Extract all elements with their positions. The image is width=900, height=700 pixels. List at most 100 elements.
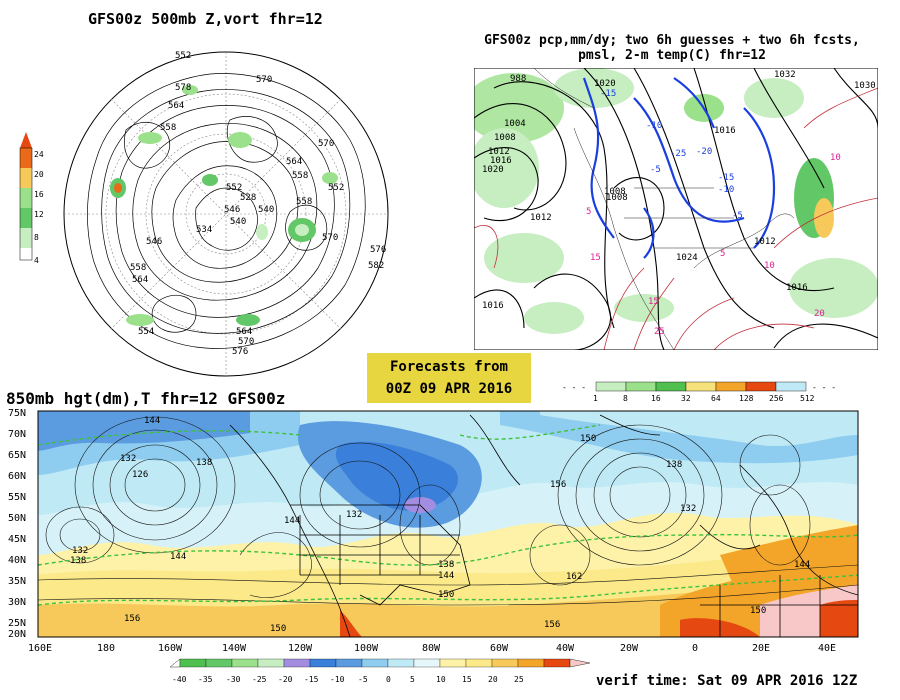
850mb-temp-colorbar xyxy=(169,658,591,668)
nh-height-contours xyxy=(87,73,366,349)
lat-label: 30N xyxy=(8,597,26,608)
nh-contour-label: 546 xyxy=(146,237,162,247)
height-label: 138 xyxy=(666,460,682,470)
nh-cb-swatch xyxy=(20,168,32,188)
nh-contour-label: 564 xyxy=(286,157,302,167)
pcp-cb-label: 1 xyxy=(593,394,598,403)
height-label: 144 xyxy=(284,516,300,526)
nh-contour-label: 552 xyxy=(175,51,191,61)
pcp-cb-swatch xyxy=(745,381,777,392)
pcp-temp-label: -15 xyxy=(718,173,734,183)
nh-contour-label: 564 xyxy=(132,275,148,285)
temp-cb-swatch xyxy=(257,658,285,668)
temp-cb-label: -25 xyxy=(252,675,267,684)
height-label: 156 xyxy=(544,620,560,630)
forecast-line2: 00Z 09 APR 2016 xyxy=(385,381,513,397)
850mb-latitude-labels: 75N 70N 65N 60N 55N 50N 45N 40N 35N 30N … xyxy=(8,408,26,640)
pcp-cb-swatch xyxy=(775,381,807,392)
pcp-pressure-labels: 988 1004 1008 1012 1020 1016 1008 1012 1… xyxy=(482,70,876,311)
pcp-temp-label: 15 xyxy=(648,297,659,307)
lat-label: 55N xyxy=(8,492,26,503)
pcp-temp-label: -5 xyxy=(650,165,661,175)
pcp-temp-label: 15 xyxy=(590,253,601,263)
height-label: 138 xyxy=(196,458,212,468)
pcp-pressure-label: 1032 xyxy=(774,70,796,80)
nh-contour-label: 558 xyxy=(160,123,176,133)
pcp-pressure-label: 1004 xyxy=(504,119,526,129)
pcp-cb-swatch xyxy=(625,381,657,392)
nh-500mb-title: GFS00z 500mb Z,vort fhr=12 xyxy=(88,10,323,28)
lon-label: 160W xyxy=(158,643,183,654)
temp-cb-swatch xyxy=(491,658,519,668)
pcp-isobars xyxy=(474,68,878,350)
forecast-init-box: Forecasts from 00Z 09 APR 2016 xyxy=(367,353,531,403)
temp-cb-label: 10 xyxy=(436,675,446,684)
height-label: 138 xyxy=(70,556,86,566)
pcp-pressure-label: 1016 xyxy=(714,126,736,136)
lon-label: 0 xyxy=(692,643,698,654)
pcp-cb-swatch xyxy=(685,381,717,392)
lon-label: 80W xyxy=(422,643,441,654)
pcp-pressure-label: 1012 xyxy=(488,147,510,157)
nh-contour-label: 558 xyxy=(292,171,308,181)
nh-contour-labels: 552 570 578 564 558 546 540 570 552 564 … xyxy=(130,51,386,357)
temp-cb-swatch xyxy=(335,658,363,668)
lat-label: 35N xyxy=(8,576,26,587)
temp-cb-label: -20 xyxy=(278,675,293,684)
pcp-temp-label: -5 xyxy=(732,211,743,221)
nh-contour-label: 576 xyxy=(370,245,386,255)
temp-cb-label: 25 xyxy=(514,675,524,684)
height-label: 132 xyxy=(346,510,362,520)
nh-contour-label: 570 xyxy=(322,233,338,243)
height-label: 144 xyxy=(144,416,160,426)
temp-cb-label: -35 xyxy=(198,675,213,684)
lat-label: 40N xyxy=(8,555,26,566)
forecast-line1: Forecasts from xyxy=(389,359,508,375)
850mb-longitude-labels: 160E 180 160W 140W 120W 100W 80W 60W 40W… xyxy=(28,643,836,654)
nh-contour-label: 578 xyxy=(175,83,191,93)
850mb-isotherm-dashes xyxy=(38,424,858,606)
temp-cb-swatch xyxy=(205,658,233,668)
temp-cb-swatch xyxy=(231,658,259,668)
nh-contour-label: 558 xyxy=(130,263,146,273)
pcp-temp-label: 10 xyxy=(764,261,775,271)
pcp-pressure-label: 1030 xyxy=(854,81,876,91)
lon-label: 120W xyxy=(288,643,313,654)
nh-500mb-map: 24 20 16 12 8 4 xyxy=(19,51,389,377)
850mb-height-contours xyxy=(38,416,858,606)
lon-label: 180 xyxy=(97,643,115,654)
temp-cb-swatch xyxy=(543,658,571,668)
temp-cb-label: -15 xyxy=(304,675,319,684)
pcp-temp-label: -25 xyxy=(670,149,686,159)
pcp-temp-label: 20 xyxy=(814,309,825,319)
height-label: 150 xyxy=(270,624,286,634)
pcp-temp-label: -20 xyxy=(696,147,712,157)
pcp-temp-label: 25 xyxy=(654,327,665,337)
height-label: 150 xyxy=(438,590,454,600)
height-label: 144 xyxy=(794,560,810,570)
verif-time: verif time: Sat 09 APR 2016 12Z xyxy=(596,673,858,689)
nh-contour-label: 582 xyxy=(368,261,384,271)
lat-label: 60N xyxy=(8,471,26,482)
nh-cb-swatch xyxy=(20,148,32,168)
lon-label: 40W xyxy=(556,643,575,654)
lat-label: 50N xyxy=(8,513,26,524)
nh-colorbar: 24 20 16 12 8 4 xyxy=(19,132,44,265)
pcp-pressure-label: 1024 xyxy=(676,253,698,263)
height-label: 144 xyxy=(170,552,186,562)
pcp-temp-label: 10 xyxy=(830,153,841,163)
pcp-pressure-label: 1020 xyxy=(594,79,616,89)
nh-contour-label: 564 xyxy=(236,327,252,337)
height-label: 126 xyxy=(132,470,148,480)
pcp-warm-temp-labels: 5 15 10 15 20 25 10 5 xyxy=(586,153,841,337)
pcp-pressure-label: 1008 xyxy=(606,193,628,203)
pcp-pressure-label: 1012 xyxy=(754,237,776,247)
pcp-cb-label: 32 xyxy=(681,394,691,403)
lon-label: 20W xyxy=(620,643,639,654)
nh-contour-label: 534 xyxy=(196,225,212,235)
pcp-panel-title: GFS00z pcp,mm/dy; two 6h guesses + two 6… xyxy=(472,33,872,63)
nh-cb-label: 4 xyxy=(34,256,39,265)
height-label: 156 xyxy=(550,480,566,490)
nh-contour-label: 552 xyxy=(226,183,242,193)
temp-cb-label: -40 xyxy=(172,675,187,684)
